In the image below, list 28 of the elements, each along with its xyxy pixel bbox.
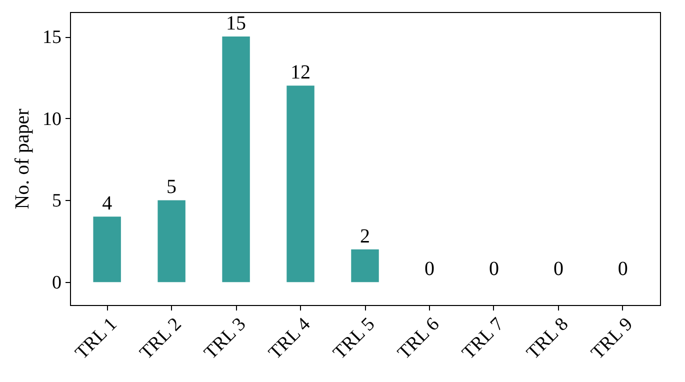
x-tick-label: TRL 4 [264,313,316,364]
data-label: 5 [166,176,177,198]
x-tick-label: TRL 7 [458,314,508,364]
x-tick-label: TRL 3 [200,314,250,364]
bar [286,86,314,282]
x-tick-label: TRL 6 [394,314,444,364]
data-label: 2 [360,225,370,248]
y-tick-label: 10 [42,108,62,130]
x-tick-label: TRL 5 [329,314,380,364]
data-label: 15 [226,12,246,35]
data-label: 0 [488,258,499,280]
x-tick-label: TRL 9 [587,314,638,364]
bar [351,249,379,282]
x-tick-label: TRL 2 [136,314,186,364]
data-label: 0 [424,258,434,280]
bar [93,216,121,282]
data-label: 4 [102,192,112,215]
data-label: 0 [618,258,628,280]
bar [222,36,250,282]
y-tick-label: 15 [42,27,62,48]
y-tick-label: 0 [52,272,62,294]
x-tick-label: TRL 1 [71,314,122,364]
data-label: 12 [290,62,311,84]
data-label: 0 [553,258,564,280]
x-tick-label: TRL 8 [522,314,573,364]
bar [158,200,186,282]
y-axis-title: No. of paper [12,108,34,210]
y-tick-label: 5 [52,190,62,212]
